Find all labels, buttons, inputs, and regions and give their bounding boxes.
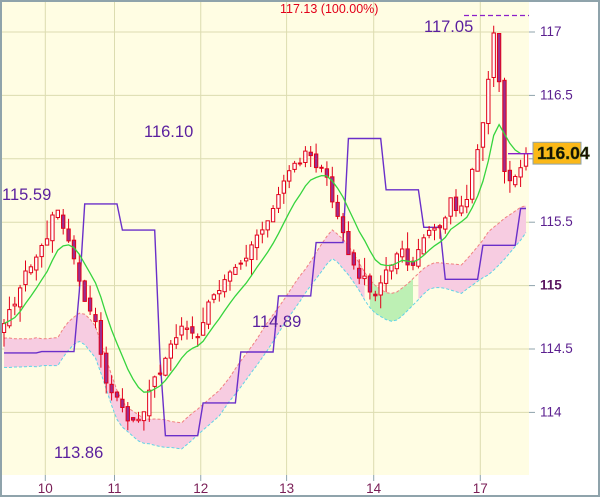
svg-text:114.89: 114.89: [252, 313, 301, 331]
svg-text:10: 10: [38, 481, 53, 496]
svg-text:117: 117: [540, 24, 562, 39]
svg-text:13: 13: [279, 481, 294, 496]
svg-text:117.05: 117.05: [424, 18, 473, 36]
svg-text:113.86: 113.86: [54, 444, 103, 462]
svg-text:114.5: 114.5: [540, 341, 573, 356]
svg-text:14: 14: [366, 481, 382, 496]
svg-text:115.59: 115.59: [2, 186, 51, 204]
svg-text:12: 12: [193, 481, 208, 496]
svg-text:114: 114: [540, 404, 562, 419]
svg-text:116.5: 116.5: [540, 87, 573, 102]
svg-text:115.5: 115.5: [540, 214, 573, 229]
svg-text:116.04: 116.04: [537, 143, 590, 163]
svg-text:11: 11: [107, 481, 121, 496]
svg-text:117.13 (100.00%): 117.13 (100.00%): [280, 2, 378, 16]
svg-text:116.10: 116.10: [144, 123, 193, 141]
svg-text:115: 115: [540, 278, 562, 293]
svg-text:17: 17: [473, 481, 488, 496]
